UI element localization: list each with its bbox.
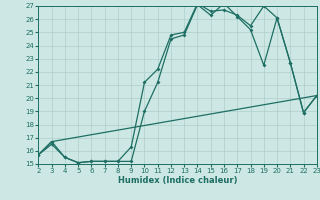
- X-axis label: Humidex (Indice chaleur): Humidex (Indice chaleur): [118, 176, 237, 185]
